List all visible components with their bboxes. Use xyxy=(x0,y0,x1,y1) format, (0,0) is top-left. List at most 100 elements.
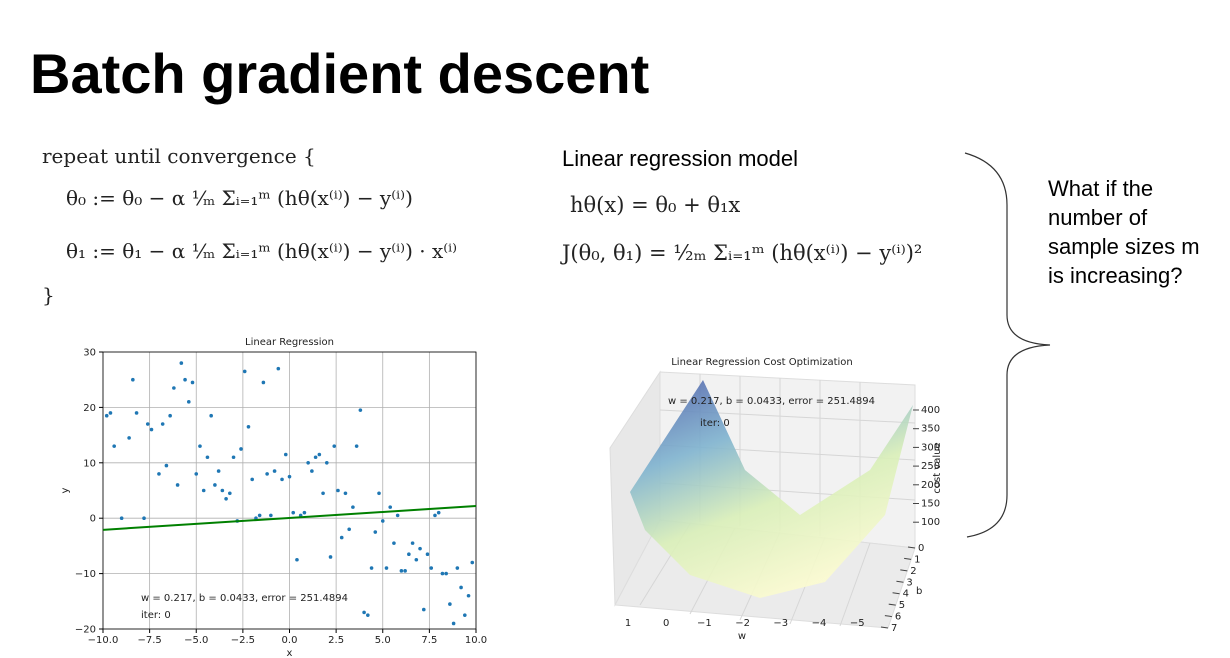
point xyxy=(463,613,467,617)
b-tick xyxy=(896,580,904,583)
surface-annotation: w = 0.217, b = 0.0433, error = 251.4894 xyxy=(668,396,875,407)
point xyxy=(242,369,247,374)
point xyxy=(306,461,310,465)
point xyxy=(131,377,135,382)
surface-chart: Linear Regression Cost Optimization w = 0… xyxy=(609,357,943,642)
point xyxy=(287,474,292,479)
point xyxy=(250,477,254,482)
question-line: What if the xyxy=(1048,176,1153,201)
point xyxy=(377,491,381,496)
point xyxy=(246,424,251,429)
algo-line: repeat until convergence { xyxy=(42,144,316,168)
point xyxy=(440,571,445,576)
point xyxy=(392,541,396,545)
point xyxy=(272,469,277,473)
x-tick-label: 5.0 xyxy=(375,635,391,646)
point xyxy=(149,427,154,432)
point xyxy=(380,519,385,523)
b-tick xyxy=(880,626,889,629)
point xyxy=(328,555,333,559)
point xyxy=(347,527,351,532)
z-tick-label: 300 xyxy=(921,442,940,453)
w-tick-label: −3 xyxy=(773,618,788,629)
point xyxy=(358,408,363,412)
y-tick-label: 0 xyxy=(90,514,96,525)
point xyxy=(343,491,348,496)
point xyxy=(433,513,437,518)
point xyxy=(134,411,139,415)
y-axis-label: y xyxy=(60,487,71,493)
cost-surface xyxy=(630,380,913,598)
point xyxy=(310,469,314,473)
point xyxy=(265,472,269,476)
question-line: sample sizes m xyxy=(1048,234,1200,259)
plot-frame xyxy=(102,351,477,630)
point xyxy=(317,452,322,457)
model-heading: Linear regression model xyxy=(562,146,798,171)
algo-line: } xyxy=(42,283,55,307)
point xyxy=(459,585,463,590)
point xyxy=(425,552,430,557)
question-line: number of xyxy=(1048,205,1148,230)
point xyxy=(216,469,221,473)
point xyxy=(209,413,213,418)
point xyxy=(257,513,262,518)
point xyxy=(261,380,266,385)
point xyxy=(205,455,210,460)
point xyxy=(451,621,456,626)
w-tick-label: 0 xyxy=(663,618,669,629)
point xyxy=(194,472,199,476)
point xyxy=(436,510,441,515)
b-tick-label: 1 xyxy=(914,554,920,565)
point xyxy=(201,488,206,493)
b-tick-label: 6 xyxy=(895,612,901,623)
question-line: is increasing? xyxy=(1048,263,1183,288)
point xyxy=(369,566,374,570)
algo-line: θ₁ := θ₁ − α ¹⁄ₘ Σᵢ₌₁ᵐ (hθ(x⁽ⁱ⁾) − y⁽ⁱ⁾)… xyxy=(66,239,457,263)
surface-annotation: iter: 0 xyxy=(700,418,730,429)
point xyxy=(228,491,232,496)
point xyxy=(186,400,191,404)
point xyxy=(198,444,202,448)
point xyxy=(429,566,434,570)
w-tick-label: −1 xyxy=(697,618,712,629)
point xyxy=(325,461,329,465)
b-tick-label: 5 xyxy=(899,600,905,611)
point xyxy=(213,483,217,487)
z-tick-label: 250 xyxy=(921,461,940,472)
point xyxy=(145,422,150,426)
point xyxy=(354,444,359,448)
point xyxy=(399,569,404,573)
x-tick-label: 10.0 xyxy=(465,635,487,646)
b-tick-label: 0 xyxy=(918,543,924,554)
point xyxy=(444,571,448,576)
point xyxy=(407,552,411,557)
point xyxy=(351,505,355,509)
point xyxy=(470,560,475,565)
b-tick-label: 2 xyxy=(910,566,916,577)
y-tick-label: 10 xyxy=(83,458,96,469)
point xyxy=(384,566,389,570)
b-tick-label: 3 xyxy=(906,577,912,588)
x-tick-label: 2.5 xyxy=(328,635,344,646)
point xyxy=(466,593,471,598)
scatter-chart: Linear Regression −10.0 −7.5 −5.0 −2.5 0.0 2.5… xyxy=(60,337,487,658)
y-tick-label: −20 xyxy=(75,625,96,636)
algo-line: θ₀ := θ₀ − α ¹⁄ₘ Σᵢ₌₁ᵐ (hθ(x⁽ⁱ⁾) − y⁽ⁱ⁾) xyxy=(66,186,413,210)
point xyxy=(455,566,460,570)
point xyxy=(183,377,187,382)
b-tick xyxy=(888,603,896,606)
x-axis-label: x xyxy=(287,648,293,658)
z-tick-label: 200 xyxy=(921,480,940,491)
equation: hθ(x) = θ₀ + θ₁x xyxy=(570,193,740,217)
point xyxy=(168,413,172,418)
annotation: w = 0.217, b = 0.0433, error = 251.4894 xyxy=(141,593,348,604)
point xyxy=(418,546,422,551)
annotation: iter: 0 xyxy=(141,610,171,621)
w-axis-label: w xyxy=(738,631,746,642)
point xyxy=(220,488,225,493)
x-tick-label: −7.5 xyxy=(137,635,161,646)
point xyxy=(104,413,109,418)
